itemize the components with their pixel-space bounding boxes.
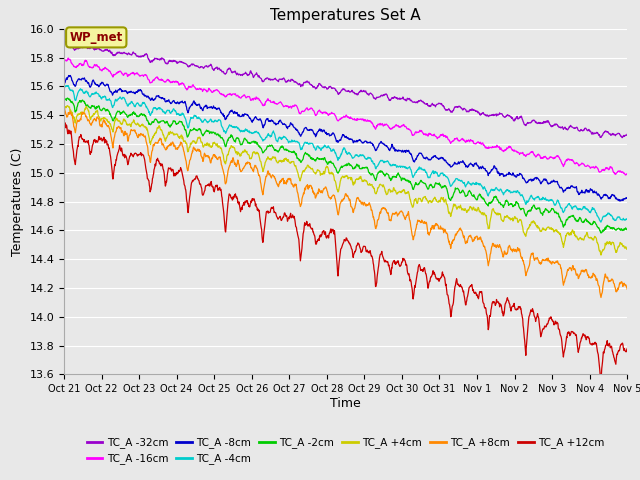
TC_A -4cm <box>249 131 257 136</box>
TC_A -8cm <box>616 198 623 204</box>
Line: TC_A -16cm: TC_A -16cm <box>64 58 627 175</box>
TC_A +12cm <box>623 346 631 351</box>
TC_A +12cm <box>248 196 256 202</box>
TC_A -16cm <box>623 171 631 177</box>
TC_A -4cm <box>557 205 564 211</box>
TC_A -16cm <box>172 78 180 84</box>
TC_A +8cm <box>172 146 179 152</box>
TC_A +4cm <box>172 131 180 137</box>
TC_A -16cm <box>65 55 72 61</box>
TC_A -4cm <box>597 219 605 225</box>
TC_A +4cm <box>249 150 257 156</box>
TC_A +4cm <box>557 233 564 239</box>
Line: TC_A -32cm: TC_A -32cm <box>64 41 627 138</box>
TC_A -8cm <box>557 185 564 191</box>
TC_A -16cm <box>557 157 564 163</box>
TC_A -4cm <box>623 216 631 222</box>
TC_A +12cm <box>556 332 564 338</box>
TC_A -4cm <box>172 109 180 115</box>
TC_A -32cm <box>556 124 564 130</box>
TC_A +12cm <box>433 276 441 282</box>
TC_A +8cm <box>60 104 68 110</box>
TC_A -8cm <box>433 155 441 161</box>
Line: TC_A -2cm: TC_A -2cm <box>64 98 627 233</box>
TC_A -4cm <box>507 190 515 196</box>
TC_A -32cm <box>248 71 256 77</box>
TC_A -32cm <box>172 58 179 64</box>
TC_A -4cm <box>433 171 441 177</box>
TC_A +8cm <box>248 167 256 172</box>
TC_A -32cm <box>507 114 515 120</box>
X-axis label: Time: Time <box>330 397 361 410</box>
TC_A -2cm <box>64 95 72 101</box>
TC_A +4cm <box>597 252 605 258</box>
TC_A -2cm <box>433 181 441 187</box>
Line: TC_A +8cm: TC_A +8cm <box>64 107 627 298</box>
TC_A -32cm <box>623 132 631 137</box>
TC_A +4cm <box>60 103 68 109</box>
TC_A -2cm <box>249 139 257 145</box>
TC_A +8cm <box>186 161 193 167</box>
TC_A -16cm <box>622 172 630 178</box>
TC_A -32cm <box>618 135 626 141</box>
TC_A -2cm <box>172 121 180 127</box>
TC_A +8cm <box>597 295 605 300</box>
TC_A -2cm <box>623 227 631 233</box>
TC_A +8cm <box>433 221 441 227</box>
TC_A -8cm <box>507 172 515 178</box>
TC_A +12cm <box>597 377 605 383</box>
Line: TC_A -4cm: TC_A -4cm <box>64 85 627 222</box>
TC_A -8cm <box>67 72 74 78</box>
TC_A -8cm <box>172 100 180 106</box>
TC_A -16cm <box>60 57 68 63</box>
TC_A +12cm <box>507 305 515 311</box>
Y-axis label: Temperatures (C): Temperatures (C) <box>11 147 24 256</box>
Line: TC_A -8cm: TC_A -8cm <box>64 75 627 201</box>
TC_A -2cm <box>60 97 68 103</box>
TC_A +4cm <box>64 103 72 108</box>
TC_A +8cm <box>623 286 631 292</box>
TC_A +8cm <box>556 262 564 268</box>
TC_A +12cm <box>60 119 68 124</box>
TC_A +4cm <box>507 216 515 222</box>
TC_A +12cm <box>172 173 179 179</box>
TC_A -16cm <box>186 84 193 90</box>
TC_A +4cm <box>186 144 193 150</box>
TC_A +12cm <box>186 197 193 203</box>
TC_A +4cm <box>623 247 631 252</box>
TC_A +8cm <box>507 246 515 252</box>
Line: TC_A +12cm: TC_A +12cm <box>64 121 627 380</box>
TC_A -2cm <box>597 230 605 236</box>
TC_A -32cm <box>433 101 441 107</box>
Text: WP_met: WP_met <box>70 31 123 44</box>
TC_A -8cm <box>623 195 631 201</box>
Line: TC_A +4cm: TC_A +4cm <box>64 106 627 255</box>
TC_A -4cm <box>60 84 68 89</box>
TC_A -16cm <box>433 136 441 142</box>
TC_A -8cm <box>60 78 68 84</box>
TC_A -8cm <box>186 105 193 111</box>
TC_A -8cm <box>249 117 257 123</box>
TC_A -2cm <box>186 129 193 135</box>
Legend: TC_A -32cm, TC_A -16cm, TC_A -8cm, TC_A -4cm, TC_A -2cm, TC_A +4cm, TC_A +8cm, T: TC_A -32cm, TC_A -16cm, TC_A -8cm, TC_A … <box>83 433 609 468</box>
Title: Temperatures Set A: Temperatures Set A <box>270 9 421 24</box>
TC_A -32cm <box>186 63 193 69</box>
TC_A +4cm <box>433 199 441 205</box>
TC_A -2cm <box>557 217 564 223</box>
TC_A -16cm <box>249 96 257 102</box>
TC_A -16cm <box>507 145 515 151</box>
TC_A -2cm <box>507 201 515 206</box>
TC_A -32cm <box>60 38 68 44</box>
TC_A -4cm <box>186 120 193 125</box>
TC_A -4cm <box>62 83 70 88</box>
